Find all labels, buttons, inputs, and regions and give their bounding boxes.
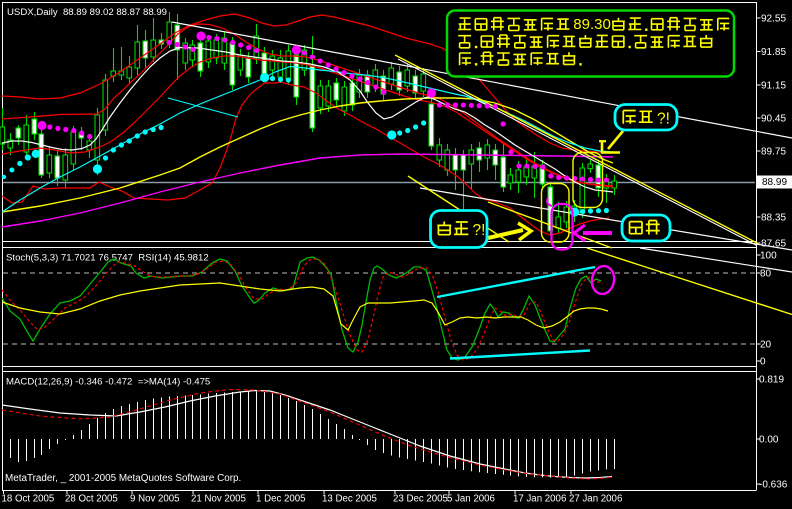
svg-text:92.55: 92.55: [761, 14, 786, 25]
svg-text:23 Dec 2005: 23 Dec 2005: [393, 494, 448, 505]
svg-text:89.75: 89.75: [761, 147, 786, 158]
svg-text:0: 0: [760, 357, 766, 368]
svg-text:91.15: 91.15: [761, 81, 786, 92]
svg-text:20: 20: [760, 340, 772, 351]
svg-text:5 Jan 2006: 5 Jan 2006: [447, 494, 495, 505]
svg-text:9 Nov 2005: 9 Nov 2005: [130, 494, 180, 505]
svg-text:21 Nov 2005: 21 Nov 2005: [191, 494, 246, 505]
svg-text:MACD(12,26,9) -0.346 -0.472 =: MACD(12,26,9) -0.346 -0.472 =>MA(14) -0.…: [6, 377, 210, 388]
svg-text:?!: ?!: [657, 111, 670, 128]
svg-text:USDX,Daily 88.89 89.02 88.87: USDX,Daily 88.89 89.02 88.87 88.99: [7, 7, 167, 18]
svg-text:90.45: 90.45: [761, 114, 786, 125]
svg-text:87.65: 87.65: [761, 239, 786, 250]
svg-text:MetaTrader, _ 2001-2005 MetaQu: MetaTrader, _ 2001-2005 MetaQuotes Softw…: [5, 473, 241, 484]
svg-text:89.30: 89.30: [573, 16, 611, 33]
svg-text:18 Oct 2005: 18 Oct 2005: [2, 494, 55, 505]
svg-text:88.99: 88.99: [762, 177, 787, 188]
svg-text:27 Jan 2006: 27 Jan 2006: [569, 494, 622, 505]
svg-text:Stoch(5,3,3) 71.7021 76.5747: Stoch(5,3,3) 71.7021 76.5747 RSI(14) 45.…: [6, 253, 209, 264]
svg-text:91.85: 91.85: [761, 47, 786, 58]
svg-text:100: 100: [760, 251, 777, 262]
svg-text:0.00: 0.00: [759, 435, 779, 446]
svg-text:?!: ?!: [473, 222, 486, 239]
svg-text:0.819: 0.819: [759, 375, 784, 386]
svg-text:1 Dec 2005: 1 Dec 2005: [256, 494, 306, 505]
svg-text:17 Jan 2006: 17 Jan 2006: [513, 494, 566, 505]
svg-text:80: 80: [760, 269, 772, 280]
svg-text:-0.636: -0.636: [759, 480, 788, 491]
svg-text:88.35: 88.35: [761, 213, 786, 224]
svg-text:28 Oct 2005: 28 Oct 2005: [65, 494, 118, 505]
svg-text:13 Dec 2005: 13 Dec 2005: [322, 494, 377, 505]
